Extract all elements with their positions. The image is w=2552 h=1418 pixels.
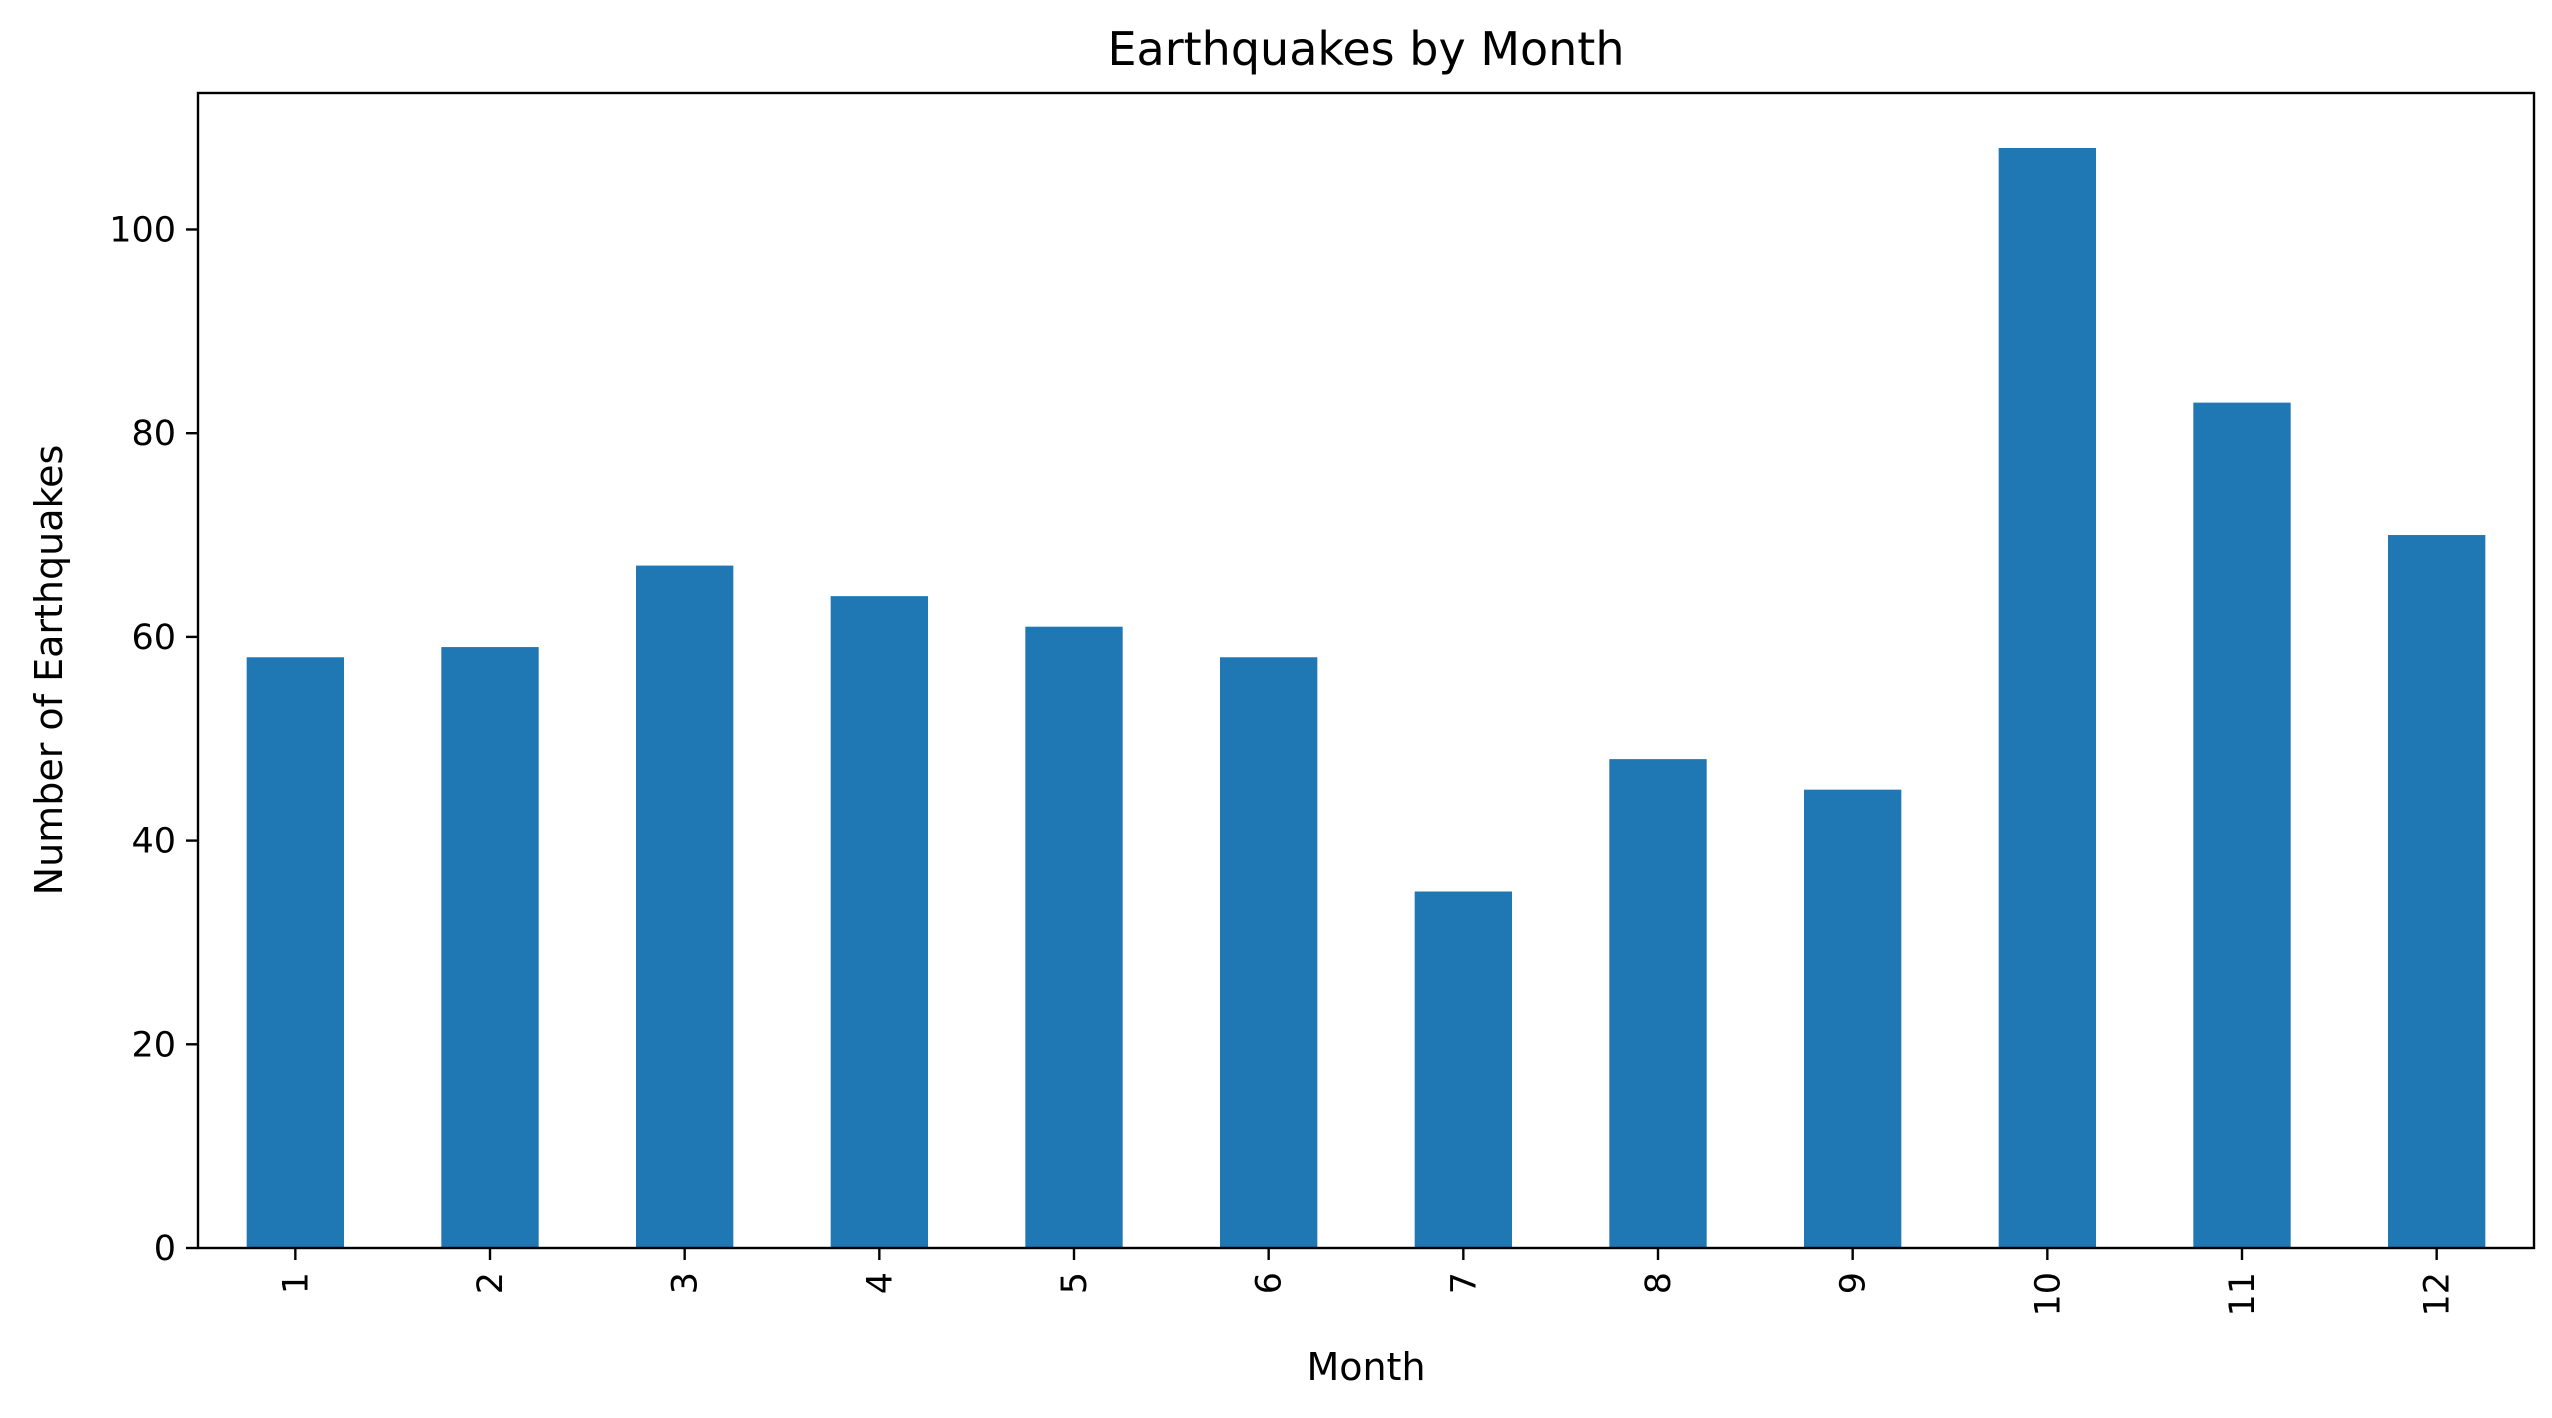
bar-month-10 <box>1998 148 2096 1248</box>
bar-month-3 <box>636 565 734 1248</box>
x-tick-label: 2 <box>471 1272 511 1294</box>
y-axis: 0 20 40 60 80 100 <box>109 210 198 1269</box>
chart-title: Earthquakes by Month <box>1107 22 1624 76</box>
x-axis-label: Month <box>1306 1345 1425 1389</box>
bar-month-1 <box>246 657 344 1248</box>
y-tick-label: 100 <box>109 210 176 250</box>
y-tick-label: 0 <box>154 1229 176 1269</box>
y-tick-label: 80 <box>131 414 176 454</box>
y-tick-label: 20 <box>131 1025 176 1065</box>
bar-month-12 <box>2388 535 2486 1248</box>
bars-group <box>246 148 2486 1248</box>
bar-month-2 <box>441 647 539 1248</box>
x-tick-label: 10 <box>2028 1272 2068 1317</box>
bar-month-8 <box>1609 759 1707 1248</box>
y-tick-label: 40 <box>131 822 176 862</box>
x-tick-label: 1 <box>276 1272 316 1294</box>
plot-frame <box>196 91 2536 1250</box>
x-tick-label: 11 <box>2223 1272 2263 1317</box>
bar-month-4 <box>830 596 928 1248</box>
bar-month-9 <box>1804 789 1902 1248</box>
x-tick-label: 5 <box>1055 1272 1095 1294</box>
bar-month-7 <box>1414 891 1512 1248</box>
y-tick-label: 60 <box>131 618 176 658</box>
x-tick-label: 12 <box>2418 1272 2458 1317</box>
bar-month-11 <box>2193 402 2291 1248</box>
x-tick-label: 8 <box>1639 1272 1679 1294</box>
bar-month-5 <box>1025 626 1123 1248</box>
bar-month-6 <box>1220 657 1318 1248</box>
x-tick-label: 9 <box>1834 1272 1874 1294</box>
x-tick-label: 4 <box>860 1272 900 1294</box>
x-tick-label: 7 <box>1444 1272 1484 1294</box>
x-tick-label: 3 <box>666 1272 706 1294</box>
y-axis-label: Number of Earthquakes <box>27 445 71 896</box>
x-tick-label: 6 <box>1250 1272 1290 1294</box>
x-axis: 1 2 3 4 5 6 7 8 9 10 11 12 <box>276 1248 2458 1317</box>
